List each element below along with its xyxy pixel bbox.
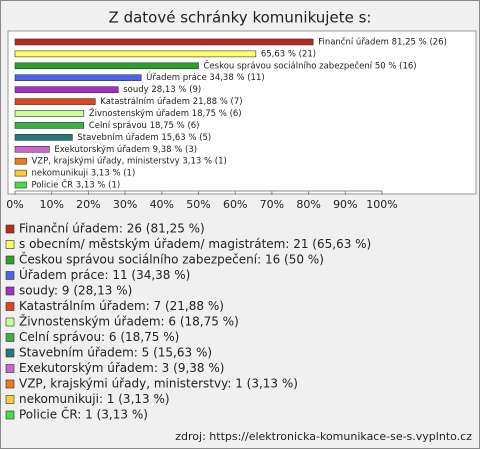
bar bbox=[14, 157, 27, 165]
plot-area bbox=[7, 30, 477, 195]
value-label: soudy 28,13 % (9) bbox=[123, 85, 201, 95]
x-tick-label: 50% bbox=[186, 198, 210, 211]
legend-swatch bbox=[5, 410, 15, 420]
bar bbox=[14, 86, 119, 93]
legend-label: Živnostenským úřadem: 6 (18,75 %) bbox=[19, 314, 239, 329]
legend-swatch bbox=[5, 348, 15, 358]
source: zdroj: https://elektronicka-komunikace-s… bbox=[175, 430, 472, 443]
legend-label: Katastrálním úřadem: 7 (21,88 %) bbox=[19, 299, 224, 313]
legend-label: s obecním/ městským úřadem/ magistrátem:… bbox=[19, 237, 371, 251]
legend-swatch bbox=[5, 271, 15, 280]
legend-label: Exekutorským úřadem: 3 (9,38 %) bbox=[19, 361, 224, 375]
legend-label: Českou správou sociálního zabezpečení: 1… bbox=[19, 252, 324, 267]
bar bbox=[14, 110, 85, 117]
legend-label: Stavebním úřadem: 5 (15,63 %) bbox=[19, 346, 212, 360]
legend-label: Celní správou: 6 (18,75 %) bbox=[19, 330, 179, 344]
value-label: Úřadem práce 34,38 % (11) bbox=[146, 71, 265, 83]
x-tick-label: 80% bbox=[296, 198, 320, 211]
x-tick-label: 20% bbox=[76, 198, 100, 211]
legend-swatch bbox=[5, 286, 15, 296]
legend-label: Úřadem práce: 11 (34,38 %) bbox=[19, 267, 190, 282]
value-label: Policie ČR 3,13 % (1) bbox=[31, 179, 120, 191]
legend-label: VZP, krajskými úřady, ministerstvy: 1 (3… bbox=[19, 377, 298, 391]
x-tick-label: 60% bbox=[223, 198, 247, 211]
bar bbox=[14, 169, 27, 177]
legend-label: nekomunikuji: 1 (3,13 %) bbox=[19, 392, 170, 406]
bar bbox=[14, 181, 27, 189]
bar bbox=[14, 74, 142, 82]
legend-swatch bbox=[5, 379, 15, 389]
value-label: 65,63 % (21) bbox=[261, 49, 316, 59]
value-label: Celní správou 18,75 % (6) bbox=[89, 121, 200, 131]
legend-swatch bbox=[5, 317, 15, 327]
legend-swatch bbox=[5, 224, 15, 234]
bar bbox=[14, 62, 199, 70]
x-tick-label: 40% bbox=[150, 198, 174, 211]
value-label: Živnostenským úřadem 18,75 % (6) bbox=[89, 107, 242, 119]
x-tick-label: 70% bbox=[260, 198, 284, 211]
bar bbox=[14, 134, 73, 141]
bar bbox=[14, 122, 85, 129]
legend-label: Finanční úřadem: 26 (81,25 %) bbox=[19, 222, 205, 236]
chart-title: Z datové schránky komunikujete s: bbox=[109, 9, 372, 27]
value-label: Českou správou sociálního zabezpečení 50… bbox=[204, 59, 417, 71]
legend-swatch bbox=[5, 255, 15, 265]
legend-swatch bbox=[5, 240, 15, 249]
legend-swatch bbox=[5, 395, 15, 404]
bar bbox=[14, 145, 50, 153]
value-label: Finanční úřadem 81,25 % (26) bbox=[318, 36, 447, 47]
bar bbox=[14, 98, 96, 105]
value-label: Exekutorským úřadem 9,38 % (3) bbox=[54, 145, 197, 155]
bar bbox=[14, 38, 314, 46]
value-label: nekomunikuji 3,13 % (1) bbox=[31, 169, 135, 179]
legend-label: Policie ČR: 1 (3,13 %) bbox=[19, 407, 148, 422]
value-label: Stavebním úřadem 15,63 % (5) bbox=[77, 133, 211, 143]
value-label: VZP, krajskými úřady, ministerstvy 3,13 … bbox=[31, 157, 226, 167]
x-tick-label: 90% bbox=[333, 198, 357, 211]
x-tick-label: 0% bbox=[6, 198, 23, 211]
x-tick-label: 10% bbox=[39, 198, 63, 211]
legend-swatch bbox=[5, 333, 15, 342]
x-tick-label: 100% bbox=[366, 198, 397, 211]
legend-swatch bbox=[5, 302, 15, 311]
legend-swatch bbox=[5, 364, 15, 373]
x-tick-label: 30% bbox=[113, 198, 137, 211]
bar bbox=[14, 50, 257, 58]
value-label: Katastrálním úřadem 21,88 % (7) bbox=[100, 97, 242, 107]
legend-label: soudy: 9 (28,13 %) bbox=[19, 284, 132, 298]
